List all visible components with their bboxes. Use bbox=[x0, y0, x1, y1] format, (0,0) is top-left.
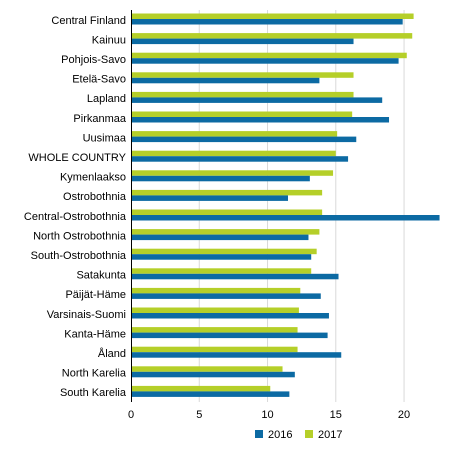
category-label-satakunta: Satakunta bbox=[76, 270, 126, 282]
bar-ostrobothnia-2016 bbox=[131, 195, 288, 201]
bar-central-ostrobothnia-2016 bbox=[131, 215, 440, 221]
bar-north-karelia-2017 bbox=[131, 366, 283, 372]
bar-kanta-hame-2017 bbox=[131, 327, 298, 333]
bar-north-ostrobothnia-2016 bbox=[131, 234, 309, 241]
bar-paijat-hame-2017 bbox=[131, 287, 301, 294]
bar-pohjois-savo-2017 bbox=[131, 52, 407, 59]
bar-kainuu-2017 bbox=[131, 33, 413, 39]
category-label-central-ostrobothnia: Central-Ostrobothnia bbox=[24, 211, 127, 223]
x-tick-label-5: 5 bbox=[196, 409, 202, 421]
category-label-north-karelia: North Karelia bbox=[62, 368, 127, 380]
category-label-whole-country: WHOLE COUNTRY bbox=[28, 152, 126, 164]
x-tick-labels: 0 5 10 15 20 bbox=[128, 409, 410, 421]
legend-label-2017: 2017 bbox=[318, 429, 342, 441]
category-label-north-ostrobothnia: North Ostrobothnia bbox=[33, 230, 127, 242]
bar-whole-country-2016 bbox=[131, 156, 349, 162]
category-label-lapland: Lapland bbox=[87, 93, 126, 105]
category-label-pohjois-savo: Pohjois-Savo bbox=[61, 54, 126, 66]
bar-central-ostrobothnia-2017 bbox=[131, 209, 323, 215]
bar-varsinais-suomi-2016 bbox=[131, 313, 329, 319]
grid-lines bbox=[198, 10, 405, 402]
bar-north-karelia-2016 bbox=[131, 371, 295, 378]
bar-pirkanmaa-2017 bbox=[131, 111, 353, 117]
category-label-varsinais-suomi: Varsinais-Suomi bbox=[47, 309, 126, 321]
bar-central-finland-2016 bbox=[131, 19, 403, 25]
bar-satakunta-2017 bbox=[131, 268, 312, 274]
legend-swatch-2017 bbox=[305, 430, 313, 438]
bar-pirkanmaa-2016 bbox=[131, 117, 390, 123]
bar-uusimaa-2016 bbox=[131, 136, 357, 143]
bar-paijat-hame-2016 bbox=[131, 293, 321, 299]
category-label-kainuu: Kainuu bbox=[92, 34, 126, 46]
bar-north-ostrobothnia-2017 bbox=[131, 229, 320, 235]
bar-kainuu-2016 bbox=[131, 38, 354, 45]
bar-kanta-hame-2016 bbox=[131, 332, 328, 339]
x-tick-label-15: 15 bbox=[330, 409, 342, 421]
bar-uusimaa-2017 bbox=[131, 131, 338, 137]
bar-etela-savo-2017 bbox=[131, 72, 354, 78]
bars bbox=[131, 13, 440, 397]
bar-kymenlaakso-2017 bbox=[131, 170, 334, 176]
legend-swatch-2016 bbox=[255, 430, 263, 438]
bar-etela-savo-2016 bbox=[131, 77, 320, 84]
bar-south-karelia-2017 bbox=[131, 385, 271, 392]
bar-ostrobothnia-2017 bbox=[131, 189, 323, 196]
category-label-kanta-hame: Kanta-Häme bbox=[64, 328, 126, 340]
x-tick-label-20: 20 bbox=[398, 409, 410, 421]
category-label-etela-savo: Etelä-Savo bbox=[72, 74, 126, 86]
bar-lapland-2016 bbox=[131, 97, 383, 103]
x-tick-label-0: 0 bbox=[128, 409, 134, 421]
bar-whole-country-2017 bbox=[131, 150, 336, 157]
category-label-uusimaa: Uusimaa bbox=[83, 132, 127, 144]
bar-central-finland-2017 bbox=[131, 13, 414, 19]
bar-lapland-2017 bbox=[131, 91, 354, 98]
x-tick-label-10: 10 bbox=[261, 409, 273, 421]
category-label-south-karelia: South Karelia bbox=[60, 387, 127, 399]
legend-label-2016: 2016 bbox=[268, 429, 292, 441]
bar-satakunta-2016 bbox=[131, 273, 339, 280]
legend: 2016 2017 bbox=[255, 429, 342, 441]
category-label-central-finland: Central Finland bbox=[51, 15, 126, 27]
bar-south-ostrobothnia-2016 bbox=[131, 254, 312, 260]
bar-aland-2017 bbox=[131, 346, 298, 353]
bar-kymenlaakso-2016 bbox=[131, 175, 310, 182]
category-labels: Central Finland Kainuu Pohjois-Savo Etelä-S… bbox=[24, 15, 127, 399]
category-label-ostrobothnia: Ostrobothnia bbox=[63, 191, 127, 203]
category-label-kymenlaakso: Kymenlaakso bbox=[60, 172, 126, 184]
category-label-south-ostrobothnia: South-Ostrobothnia bbox=[31, 250, 127, 262]
bar-aland-2016 bbox=[131, 352, 342, 358]
category-label-pirkanmaa: Pirkanmaa bbox=[73, 113, 126, 125]
category-label-aland: Åland bbox=[98, 347, 126, 360]
category-label-paijat-hame: Päijät-Häme bbox=[65, 289, 126, 301]
bar-pohjois-savo-2016 bbox=[131, 58, 399, 64]
bar-south-karelia-2016 bbox=[131, 391, 290, 397]
bar-south-ostrobothnia-2017 bbox=[131, 248, 317, 255]
bar-varsinais-suomi-2017 bbox=[131, 307, 299, 313]
